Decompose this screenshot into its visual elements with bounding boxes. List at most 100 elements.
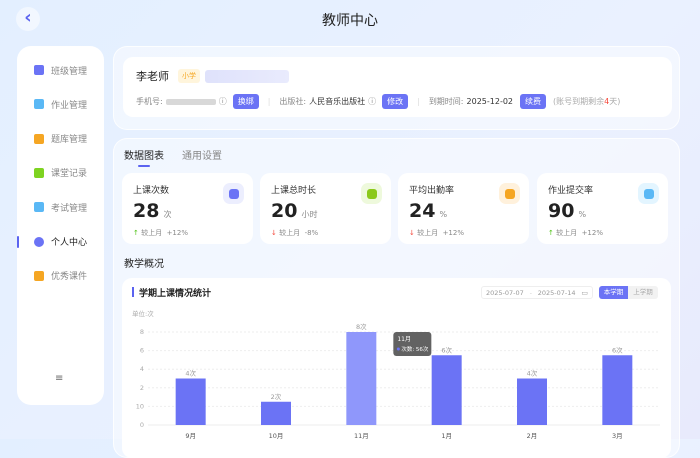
sidebar-item-label: 优秀课件 [51, 272, 88, 283]
sidebar-item-label: 作业管理 [51, 100, 88, 111]
phone-label: 手机号: [136, 97, 163, 106]
sidebar-item-6[interactable]: 优秀课件 [17, 266, 104, 286]
sidebar-item-4[interactable]: 考试管理 [17, 197, 104, 217]
stat-value: 20 小时 [271, 200, 318, 222]
bar-chart: 01024684次9月2次10月8次11月6次1月4次2月6次3月11月次数: … [136, 322, 660, 440]
x-tick-label: 2月 [527, 432, 538, 440]
bar [517, 378, 547, 425]
level-badge: 小学 [178, 69, 200, 83]
tooltip-title: 11月 [397, 336, 411, 343]
trend-up-icon: ↑ [133, 229, 139, 237]
sidebar-item-label: 班级管理 [51, 66, 88, 77]
menu-collapse-icon[interactable]: ≡ [55, 373, 64, 384]
phone-blurred [165, 98, 216, 105]
trend-up-icon: ↑ [548, 229, 554, 237]
y-tick-label: 10 [136, 402, 144, 410]
tab-data-charts[interactable]: 数据图表 [124, 147, 164, 167]
x-tick-label: 1月 [441, 432, 452, 440]
bar [602, 355, 633, 425]
stat-card: 作业提交率 90% ↑ 较上月 +12% [537, 173, 668, 244]
personal-center-icon [34, 236, 44, 247]
stat-value: 24% [409, 200, 448, 222]
current-semester-button[interactable]: 本学期 [599, 286, 628, 299]
stat-label: 平均出勤率 [409, 186, 455, 196]
info-icon[interactable]: ⓘ [368, 97, 377, 106]
data-label: 4次 [185, 369, 196, 378]
x-tick-label: 3月 [612, 432, 623, 440]
chart-title: 学期上课情况统计 [139, 289, 212, 299]
exam-icon [34, 202, 44, 213]
rebind-phone-button[interactable]: 换绑 [232, 94, 259, 109]
class-record-icon [34, 167, 44, 178]
calendar-icon: ▭ [581, 288, 588, 297]
y-tick-label: 0 [140, 421, 144, 429]
sidebar-item-1[interactable]: 作业管理 [17, 94, 104, 114]
page-title: 教师中心 [322, 13, 378, 29]
bar [261, 401, 291, 425]
expire-label: 到期时间: [428, 97, 464, 106]
sidebar-item-label: 个人中心 [51, 238, 88, 248]
question-bank-icon [34, 133, 44, 144]
chevron-left-icon: ‹ [24, 7, 32, 28]
sidebar-item-3[interactable]: 课堂记录 [17, 163, 104, 183]
stat-compare: ↑ 较上月 +12% [548, 229, 603, 237]
publisher-value: 人民音乐出版社 [309, 97, 366, 106]
homework-icon [34, 99, 44, 110]
bar [431, 355, 462, 425]
sidebar: ≡ 班级管理作业管理题库管理课堂记录考试管理个人中心优秀课件 [17, 46, 104, 405]
stat-card: 上课次数 28 次 ↑ 较上月 +12% [122, 173, 253, 244]
tooltip-value: 次数: 56次 [401, 345, 429, 353]
sidebar-item-label: 题库管理 [51, 135, 88, 146]
expire-value: 2025-12-02 [466, 97, 514, 106]
profile-card: 李老师 小学 手机号: ⓘ 换绑 | 出版社: 人民音乐出版社 ⓘ 修改 | 到… [123, 57, 672, 117]
percent-icon [638, 183, 659, 204]
sidebar-item-label: 课堂记录 [51, 169, 88, 180]
stat-compare: ↓ 较上月 +12% [409, 229, 464, 237]
stat-compare: ↑ 较上月 +12% [133, 229, 188, 237]
sidebar-item-5[interactable]: 个人中心 [17, 232, 104, 252]
bus-icon [223, 183, 244, 204]
sidebar-item-label: 考试管理 [51, 203, 88, 214]
teacher-name: 李老师 [136, 70, 169, 83]
trend-down-icon: ↓ [409, 229, 415, 237]
profile-panel: 李老师 小学 手机号: ⓘ 换绑 | 出版社: 人民音乐出版社 ⓘ 修改 | 到… [113, 46, 680, 130]
data-label: 6次 [441, 345, 452, 354]
edit-publisher-button[interactable]: 修改 [382, 94, 409, 109]
x-tick-label: 11月 [354, 432, 369, 440]
tooltip [393, 332, 432, 356]
x-tick-label: 10月 [269, 432, 284, 440]
section-title: 教学概况 [124, 259, 164, 270]
sidebar-item-2[interactable]: 题库管理 [17, 129, 104, 149]
y-tick-label: 6 [140, 347, 144, 355]
stat-card: 平均出勤率 24% ↓ 较上月 +12% [398, 173, 529, 244]
sidebar-item-0[interactable]: 班级管理 [17, 60, 104, 80]
y-tick-label: 2 [140, 384, 144, 392]
trend-down-icon: ↓ [271, 229, 277, 237]
chart-card: 学期上课情况统计 2025-07-07-2025-07-14 ▭ 本学期 上学期 … [122, 278, 671, 458]
stat-label: 作业提交率 [548, 186, 594, 196]
y-tick-label: 4 [140, 365, 144, 373]
tooltip-marker [396, 347, 400, 351]
courseware-icon [34, 270, 44, 281]
last-semester-button[interactable]: 上学期 [628, 286, 658, 299]
stat-compare: ↓ 较上月 -8% [271, 229, 319, 237]
date-range-picker[interactable]: 2025-07-07-2025-07-14 ▭ [481, 286, 593, 299]
class-icon [34, 65, 44, 75]
renew-button[interactable]: 续费 [520, 94, 547, 109]
data-label: 6次 [612, 345, 623, 354]
stat-label: 上课次数 [133, 186, 170, 196]
back-button[interactable]: ‹ [16, 7, 40, 31]
remain-notice: (账号到期剩余4天) [553, 97, 621, 106]
stat-value: 28 次 [133, 200, 172, 222]
unit-label: 单位:次 [132, 310, 154, 318]
publisher-label: 出版社: [279, 97, 307, 106]
y-tick-label: 8 [140, 328, 144, 336]
stat-value: 90% [548, 200, 587, 222]
data-label: 8次 [356, 322, 367, 331]
info-icon[interactable]: ⓘ [218, 97, 227, 106]
bar [346, 332, 377, 425]
clock-icon [361, 183, 382, 204]
tab-general-settings[interactable]: 通用设置 [182, 151, 222, 162]
x-tick-label: 9月 [185, 432, 196, 440]
bar [175, 378, 206, 425]
